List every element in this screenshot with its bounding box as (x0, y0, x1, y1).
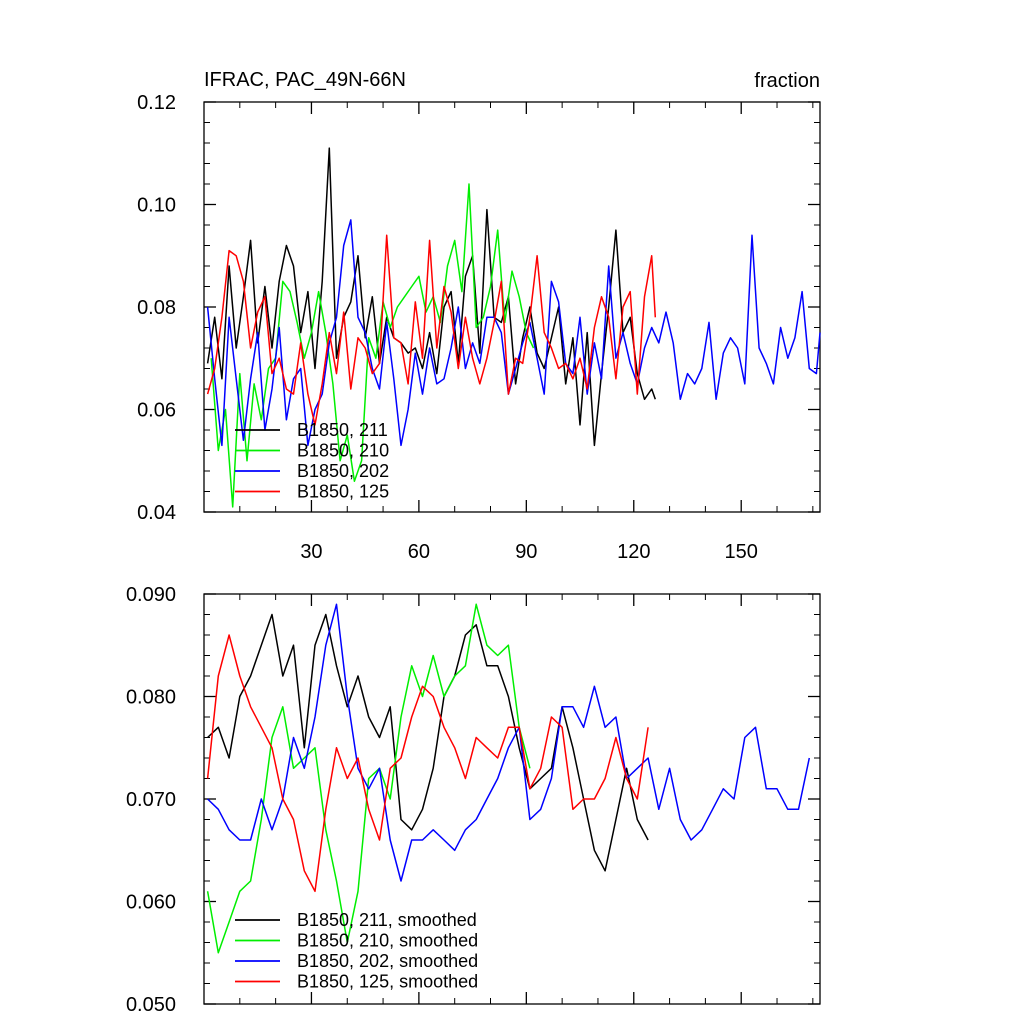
legend-label-4: B1850, 125 (297, 482, 389, 502)
x-tick-label: 30 (300, 541, 322, 563)
x-tick-label: 60 (408, 541, 430, 563)
x-tick-label: 120 (617, 541, 650, 563)
top-panel-title: IFRAC, PAC_49N-66N (204, 69, 406, 91)
top-panel-units: fraction (754, 70, 820, 92)
y-tick-label: 0.050 (126, 994, 176, 1016)
y-tick-label: 0.080 (126, 687, 176, 709)
y-tick-label: 0.070 (126, 789, 176, 811)
top-series-group (206, 147, 821, 508)
series-line-1 (207, 613, 649, 872)
y-tick-label: 0.10 (137, 195, 176, 217)
bottom-series-group (206, 603, 811, 954)
series-line-4 (206, 234, 657, 426)
legend-label-4: B1850, 125, smoothed (297, 972, 478, 992)
x-tick-label: 150 (725, 541, 758, 563)
y-tick-label: 0.060 (126, 892, 176, 914)
legend-label-3: B1850, 202, smoothed (297, 951, 478, 971)
series-line-3 (206, 219, 821, 447)
series-line-4 (206, 634, 649, 893)
y-tick-label: 0.06 (137, 400, 176, 422)
top-panel: IFRAC, PAC_49N-66N fraction 0.04 0.06 0.08… (137, 69, 821, 563)
legend-label-2: B1850, 210 (297, 441, 389, 461)
y-tick-label: 0.12 (137, 92, 176, 114)
series-line-2 (210, 183, 535, 508)
x-tick-label: 90 (515, 541, 537, 563)
series-line-1 (206, 147, 657, 447)
bottom-panel: 0.050 0.060 0.070 0.080 0.090 B1850, 211, sm… (126, 584, 821, 1016)
y-tick-label: 0.04 (137, 502, 176, 524)
bottom-axes: 0.050 0.060 0.070 0.080 0.090 (126, 584, 820, 1016)
legend-label-1: B1850, 211 (297, 420, 388, 440)
top-axes: 0.04 0.06 0.08 0.10 0.12 30 60 90 120 150 (137, 92, 820, 563)
legend-label-2: B1850, 210, smoothed (297, 931, 478, 951)
series-line-3 (207, 603, 811, 882)
legend-label-1: B1850, 211, smoothed (297, 910, 477, 930)
y-tick-label: 0.090 (126, 584, 176, 606)
legend-label-3: B1850, 202 (297, 461, 389, 481)
series-line-2 (206, 603, 531, 954)
y-tick-label: 0.08 (137, 297, 176, 319)
